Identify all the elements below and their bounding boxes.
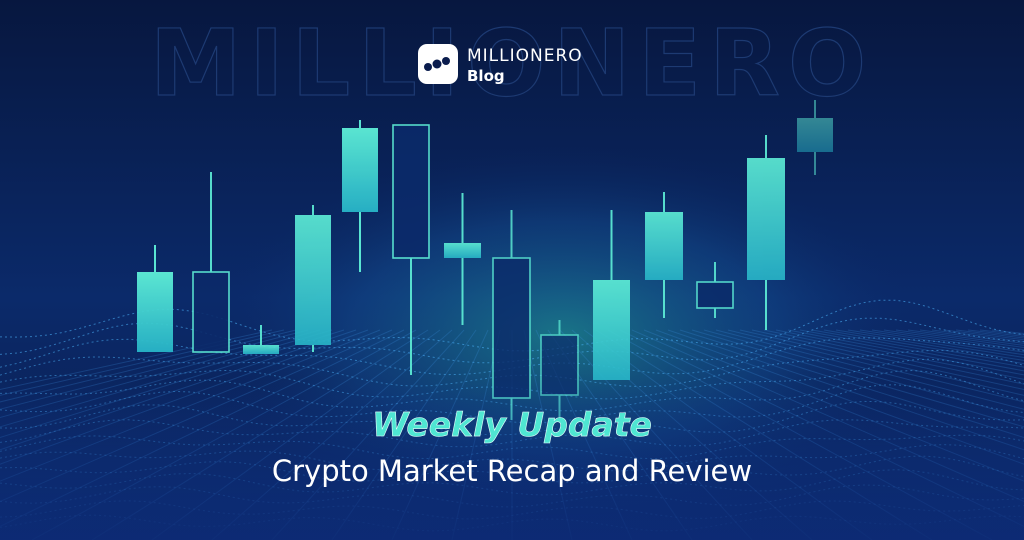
logo-brand: MILLIONERO <box>467 46 583 66</box>
candle-body <box>392 124 430 259</box>
candle-body <box>593 280 630 380</box>
floor-shade <box>0 380 1024 540</box>
mesh-line <box>703 329 1024 419</box>
logo-dot <box>432 59 442 69</box>
candle <box>295 205 331 352</box>
candle <box>797 100 833 175</box>
headline-kicker: Weekly Update <box>372 405 652 444</box>
candle <box>137 245 173 352</box>
mesh-line <box>0 349 1024 388</box>
headline-title: Crypto Market Recap and Review <box>272 454 752 488</box>
mesh-line <box>0 329 273 391</box>
mesh-line <box>727 329 1024 403</box>
watermark: MILLIONERO <box>150 10 874 117</box>
mesh-line <box>0 329 333 428</box>
candle-body <box>243 345 279 354</box>
candle <box>342 120 378 272</box>
candle <box>747 135 785 330</box>
mesh-line <box>0 329 309 410</box>
mesh-line <box>787 329 1024 376</box>
mesh-line <box>715 329 1024 410</box>
candle-body <box>137 272 173 352</box>
candle <box>593 210 630 380</box>
mesh-line <box>691 329 1024 428</box>
candle-body <box>342 128 378 212</box>
mesh-line <box>0 329 285 396</box>
mesh-line <box>739 329 1024 396</box>
candle-body <box>444 243 481 258</box>
candle-body <box>747 158 785 280</box>
mesh-line <box>0 329 321 419</box>
candle <box>444 193 481 325</box>
candle <box>192 172 230 353</box>
mesh-line <box>799 329 1024 372</box>
candlesticks <box>137 100 833 420</box>
mesh-line <box>751 329 1024 391</box>
candle-body <box>696 281 734 309</box>
candle <box>243 325 279 354</box>
candle <box>492 210 531 420</box>
mesh-line <box>763 329 1024 385</box>
mesh-line <box>811 329 1024 368</box>
mesh-line <box>0 329 297 403</box>
candle-body <box>645 212 683 280</box>
candle-body <box>192 271 230 353</box>
candle <box>645 192 683 318</box>
logo-dot <box>442 57 450 65</box>
candle <box>392 124 430 375</box>
candle-body <box>295 215 331 345</box>
logo-section: Blog <box>467 67 505 85</box>
logo-dot <box>424 63 432 71</box>
logo: MILLIONERO Blog <box>418 44 583 85</box>
candle <box>696 262 734 318</box>
candle-body <box>797 118 833 152</box>
mesh-line <box>775 329 1024 380</box>
mesh-line <box>0 337 1024 376</box>
candle-body <box>492 257 531 399</box>
